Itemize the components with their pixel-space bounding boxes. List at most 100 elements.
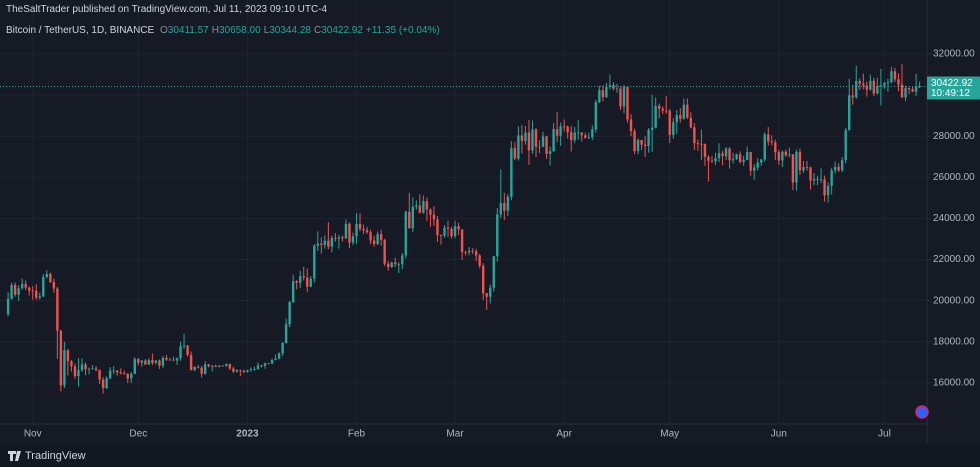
legend-label: L bbox=[263, 25, 270, 36]
x-tick-label: Nov bbox=[24, 429, 42, 440]
candle-body bbox=[689, 117, 693, 128]
candle-body bbox=[179, 346, 182, 359]
candle-body bbox=[235, 369, 239, 372]
candle-body bbox=[168, 359, 172, 361]
candle-body bbox=[460, 229, 464, 253]
candle-body bbox=[577, 132, 580, 134]
candle-body bbox=[320, 243, 323, 245]
candle-body bbox=[601, 90, 605, 98]
candle-body bbox=[309, 278, 312, 287]
candle-body bbox=[193, 366, 196, 370]
candle-body bbox=[527, 132, 531, 151]
candle-body bbox=[883, 83, 886, 86]
y-tick-label: 16000.00 bbox=[933, 378, 975, 389]
candle-body bbox=[432, 214, 436, 220]
candle-body bbox=[439, 235, 443, 236]
candle-body bbox=[840, 160, 844, 171]
candle-body bbox=[675, 115, 678, 123]
candle-body bbox=[728, 148, 731, 161]
y-tick-label: 28000.00 bbox=[933, 131, 975, 142]
candle-body bbox=[464, 252, 467, 253]
candle-body bbox=[443, 227, 446, 236]
candle-body bbox=[112, 370, 115, 372]
tv-logo bbox=[8, 451, 21, 461]
candle-body bbox=[401, 255, 404, 265]
candle-body bbox=[812, 179, 816, 181]
candle-body bbox=[63, 350, 66, 386]
candle-body bbox=[327, 240, 330, 247]
candle-body bbox=[696, 143, 700, 145]
candle-body bbox=[893, 71, 897, 80]
symbol: Bitcoin / TetherUS, 1D, BINANCE bbox=[6, 25, 155, 36]
candle-body bbox=[833, 166, 837, 171]
candle-body bbox=[337, 237, 341, 239]
candle-body bbox=[485, 293, 488, 297]
candle-body bbox=[872, 80, 876, 94]
candle-body bbox=[763, 134, 766, 160]
candle-body bbox=[823, 179, 826, 196]
candle-body bbox=[503, 203, 506, 211]
candle-body bbox=[274, 358, 277, 360]
candle-body bbox=[147, 360, 151, 365]
candle-body bbox=[573, 132, 576, 141]
candle-body bbox=[42, 277, 45, 297]
candle-body bbox=[397, 264, 400, 265]
candle-body bbox=[351, 236, 355, 243]
candle-body bbox=[710, 160, 714, 162]
candle-body bbox=[774, 142, 777, 153]
candle-body bbox=[665, 110, 668, 112]
candle-body bbox=[682, 104, 686, 119]
candle-body bbox=[211, 365, 214, 367]
candle-body bbox=[809, 167, 812, 181]
y-tick-label: 26000.00 bbox=[933, 172, 975, 183]
candle-body bbox=[24, 284, 27, 288]
candle-body bbox=[879, 85, 883, 87]
candle-body bbox=[830, 170, 833, 187]
candle-body bbox=[784, 151, 788, 156]
candle-body bbox=[717, 153, 721, 159]
candle-body bbox=[87, 368, 91, 370]
candle-body bbox=[654, 105, 657, 128]
candle-body bbox=[752, 167, 756, 171]
x-tick-label: Jun bbox=[771, 429, 787, 440]
candle-body bbox=[541, 136, 545, 147]
candle-body bbox=[383, 239, 386, 264]
candle-body bbox=[735, 154, 738, 160]
candle-body bbox=[225, 363, 228, 366]
candle-body bbox=[365, 230, 369, 233]
alert-icon[interactable] bbox=[915, 405, 929, 419]
y-tick-label: 20000.00 bbox=[933, 295, 975, 306]
candle-body bbox=[471, 250, 474, 252]
candle-body bbox=[299, 276, 302, 283]
candle-body bbox=[886, 82, 890, 84]
candle-body bbox=[77, 370, 80, 377]
candle-body bbox=[291, 281, 295, 303]
candle-body bbox=[703, 144, 707, 158]
candle-body bbox=[918, 86, 921, 88]
x-tick-label: Feb bbox=[348, 429, 366, 440]
candle-body bbox=[56, 288, 59, 331]
candle-body bbox=[390, 262, 393, 268]
footer-brand: TradingView bbox=[25, 450, 86, 462]
candle-body bbox=[242, 370, 246, 372]
candle-body bbox=[805, 167, 809, 168]
candle-body bbox=[672, 122, 675, 135]
candle-body bbox=[707, 157, 710, 161]
candle-body bbox=[858, 80, 861, 84]
footer-bar bbox=[0, 443, 980, 467]
price-tag bbox=[927, 76, 980, 100]
y-tick-label: 24000.00 bbox=[933, 213, 975, 224]
candle-body bbox=[788, 154, 791, 156]
candle-body bbox=[791, 154, 795, 183]
candle-body bbox=[457, 226, 460, 230]
candle-body bbox=[281, 343, 284, 354]
candle-body bbox=[101, 379, 105, 389]
candle-body bbox=[686, 104, 689, 118]
candle-body bbox=[650, 127, 654, 130]
candle-body bbox=[693, 127, 696, 144]
candle-body bbox=[826, 186, 830, 196]
candle-body bbox=[59, 330, 63, 386]
candle-body bbox=[10, 284, 13, 299]
candle-body bbox=[38, 296, 41, 298]
